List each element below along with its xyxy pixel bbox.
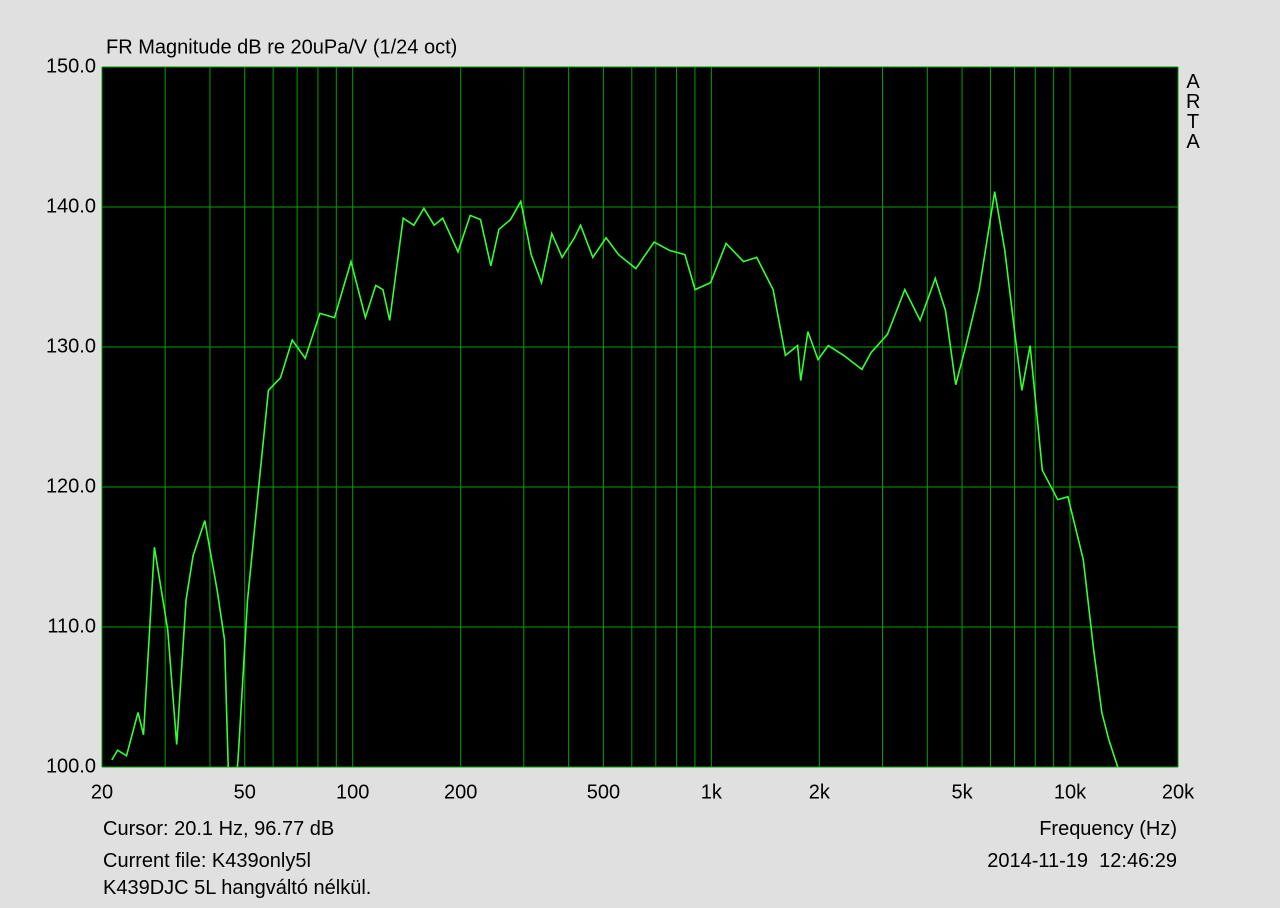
x-tick-label: 2k (809, 781, 831, 803)
x-tick-label: 20k (1162, 781, 1195, 803)
x-tick-label: 50 (234, 781, 256, 803)
plot-area (102, 67, 1178, 767)
x-tick-label: 1k (701, 781, 723, 803)
x-tick-label: 100 (336, 781, 369, 803)
y-tick-label: 150.0 (46, 55, 96, 77)
timestamp: 2014-11-19 12:46:29 (987, 850, 1177, 872)
x-tick-label: 20 (91, 781, 113, 803)
file-note: K439DJC 5L hangváltó nélkül. (103, 877, 372, 899)
y-tick-label: 100.0 (46, 755, 96, 777)
side-label: ARTA (1186, 71, 1201, 153)
x-tick-label: 5k (951, 781, 973, 803)
response-line (111, 191, 1119, 767)
current-file: Current file: K439only5l (103, 850, 311, 872)
chart-title: FR Magnitude dB re 20uPa/V (1/24 oct) (106, 36, 457, 58)
y-tick-label: 130.0 (46, 335, 96, 357)
x-tick-label: 10k (1054, 781, 1087, 803)
cursor-readout: Cursor: 20.1 Hz, 96.77 dB (103, 818, 335, 840)
y-tick-label: 120.0 (46, 475, 96, 497)
y-tick-label: 140.0 (46, 195, 96, 217)
x-axis-label: Frequency (Hz) (1039, 818, 1177, 840)
y-tick-label: 110.0 (47, 615, 96, 637)
x-tick-label: 200 (444, 781, 477, 803)
x-tick-label: 500 (587, 781, 620, 803)
